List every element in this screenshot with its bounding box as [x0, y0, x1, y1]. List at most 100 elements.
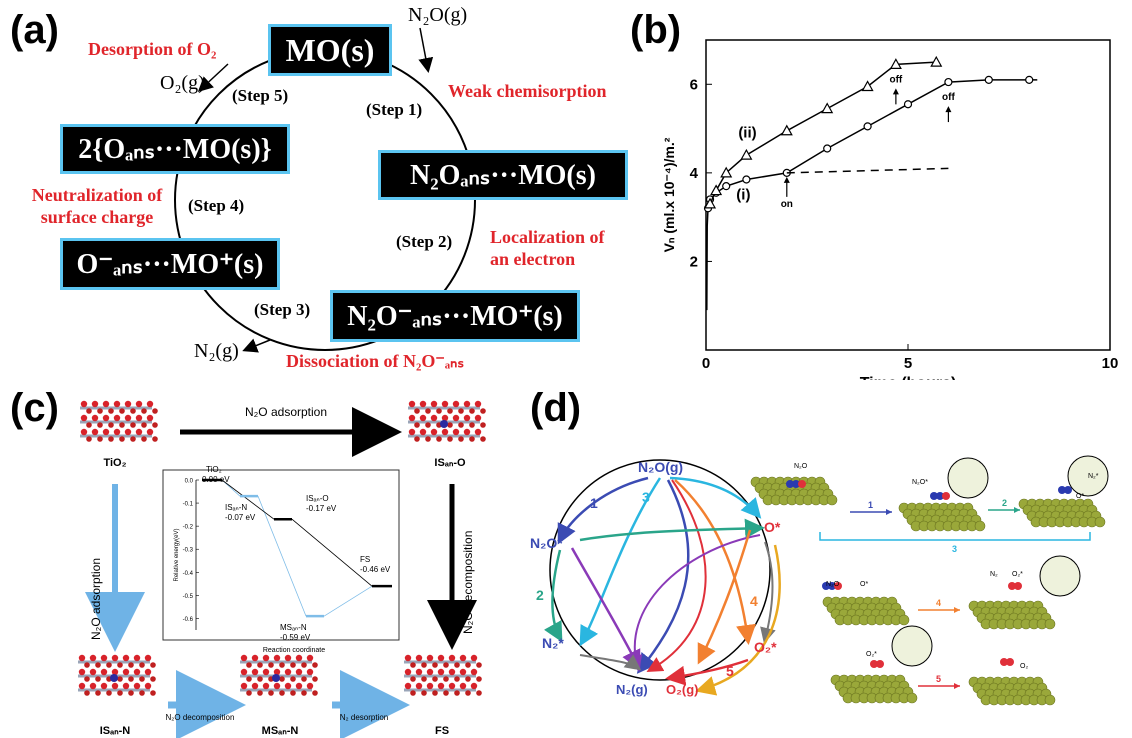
inset-level-name: MSₐₙ-N	[280, 623, 307, 632]
step-2: (Step 2)	[396, 232, 453, 251]
oxygen-atom	[443, 662, 449, 668]
oxygen-atom	[141, 408, 147, 414]
oxygen-atom	[113, 414, 121, 422]
inset-level-energy: -0.46 eV	[360, 565, 391, 574]
step-1: (Step 1)	[366, 100, 423, 119]
oxygen-atom	[432, 690, 438, 696]
inset-level-name: ISₐₙ-O	[306, 494, 329, 503]
dashed-extrapolation	[786, 167, 949, 174]
oxygen-atom	[426, 654, 434, 662]
oxygen-atom	[426, 682, 434, 690]
data-point-i	[823, 144, 832, 153]
data-point-ii	[780, 124, 793, 136]
oxygen-atom	[108, 436, 114, 442]
crystal-structure	[78, 654, 156, 696]
node-n2o-star: N₂O*	[530, 535, 563, 551]
scene-label: N₂O	[794, 463, 808, 470]
scene-label: O₂	[1020, 663, 1028, 670]
oxygen-atom	[152, 436, 158, 442]
oxygen-atom	[111, 654, 119, 662]
surface-atom	[898, 614, 910, 626]
oxygen-atom	[465, 662, 471, 668]
oxygen-atom	[447, 422, 453, 428]
oxygen-atom	[89, 654, 97, 662]
panel-c-drawing: N₂O adsorption N₂O adsorption N₂O decomp…	[78, 400, 486, 738]
zoom-circle	[1067, 455, 1109, 497]
scene-step-number: 5	[936, 674, 941, 684]
step-4: (Step 4)	[188, 196, 245, 215]
atom	[942, 492, 950, 500]
series-label-ii: (ii)	[738, 124, 756, 141]
oxygen-atom	[91, 428, 99, 436]
oxygen-atom	[480, 422, 486, 428]
panel-a-label: (a)	[10, 8, 59, 52]
n2o-molecule	[822, 582, 842, 590]
oxygen-atom	[295, 668, 303, 676]
oxygen-atom	[100, 654, 108, 662]
zoom-circle	[891, 625, 933, 667]
oxygen-atom	[432, 676, 438, 682]
gas-o2: O₂(g)	[160, 72, 205, 94]
oxygen-atom	[240, 668, 248, 676]
oxygen-atom	[458, 408, 464, 414]
oxygen-atom	[290, 690, 296, 696]
oxygen-atom	[404, 668, 412, 676]
data-point-i	[984, 75, 993, 84]
inset-level-energy: 0.00 eV	[202, 475, 230, 484]
oxygen-atom	[130, 422, 136, 428]
atom	[786, 480, 794, 488]
scene-arrow-2-head	[1014, 507, 1020, 513]
oxygen-atom	[111, 668, 119, 676]
crystal-structure	[80, 400, 158, 442]
oxygen-atom	[273, 654, 281, 662]
atom	[1058, 486, 1066, 494]
oxygen-atom	[133, 668, 141, 676]
oxygen-atom	[84, 662, 90, 668]
oxygen-atom	[458, 422, 464, 428]
c-left-arrow-label: N₂O adsorption	[89, 558, 103, 640]
annotation-on: on	[781, 199, 793, 210]
oxygen-atom	[135, 428, 143, 436]
surface-slab	[968, 676, 1056, 706]
crystal-structure	[408, 400, 486, 442]
inset-y-label: Relative energy(eV)	[174, 528, 180, 581]
oxygen-atom	[246, 690, 252, 696]
box-n2o-ads: N₂Oₐₙₛ···MO(s)	[378, 150, 628, 200]
oxygen-atom	[150, 662, 156, 668]
annotation-arrowhead	[892, 88, 899, 95]
gas-n2o: N₂O(g)	[408, 4, 468, 26]
oxygen-atom	[273, 668, 281, 676]
oxygen-atom	[441, 400, 449, 408]
scene-label: N₂*	[1088, 473, 1099, 480]
node-o2-g: O₂(g)	[666, 682, 699, 697]
gas-n2: N₂(g)	[194, 340, 239, 362]
inset-connector	[221, 479, 275, 520]
oxygen-atom	[421, 690, 427, 696]
oxygen-atom	[106, 662, 112, 668]
oxygen-atom	[139, 676, 145, 682]
inset-level-name: FS	[360, 555, 370, 564]
step-5: (Step 5)	[232, 86, 289, 105]
structure-label: ISₐₙ-N	[100, 725, 131, 737]
oxygen-atom	[100, 668, 108, 676]
data-point-ii	[720, 166, 733, 178]
scene-label: O₂*	[1012, 571, 1023, 578]
oxygen-atom	[108, 422, 114, 428]
inset-connector	[323, 585, 373, 617]
oxygen-atom	[474, 400, 482, 408]
inset-y-tick-label: -0.2	[183, 525, 194, 531]
atom	[1000, 658, 1008, 666]
oxygen-atom	[89, 682, 97, 690]
oxygen-atom	[404, 654, 412, 662]
node-o2-star: O₂*	[754, 639, 777, 655]
oxygen-atom	[108, 408, 114, 414]
step-num-2: 2	[536, 587, 544, 603]
data-point-i	[1025, 75, 1034, 84]
panel-b-label: (b)	[630, 8, 682, 52]
oxygen-atom	[404, 682, 412, 690]
label-desorption-o2: Desorption of O₂	[88, 39, 217, 59]
structure-label: TiO₂	[103, 457, 126, 469]
o2-molecule	[1000, 658, 1014, 666]
oxygen-atom	[295, 654, 303, 662]
oxygen-atom	[284, 668, 292, 676]
